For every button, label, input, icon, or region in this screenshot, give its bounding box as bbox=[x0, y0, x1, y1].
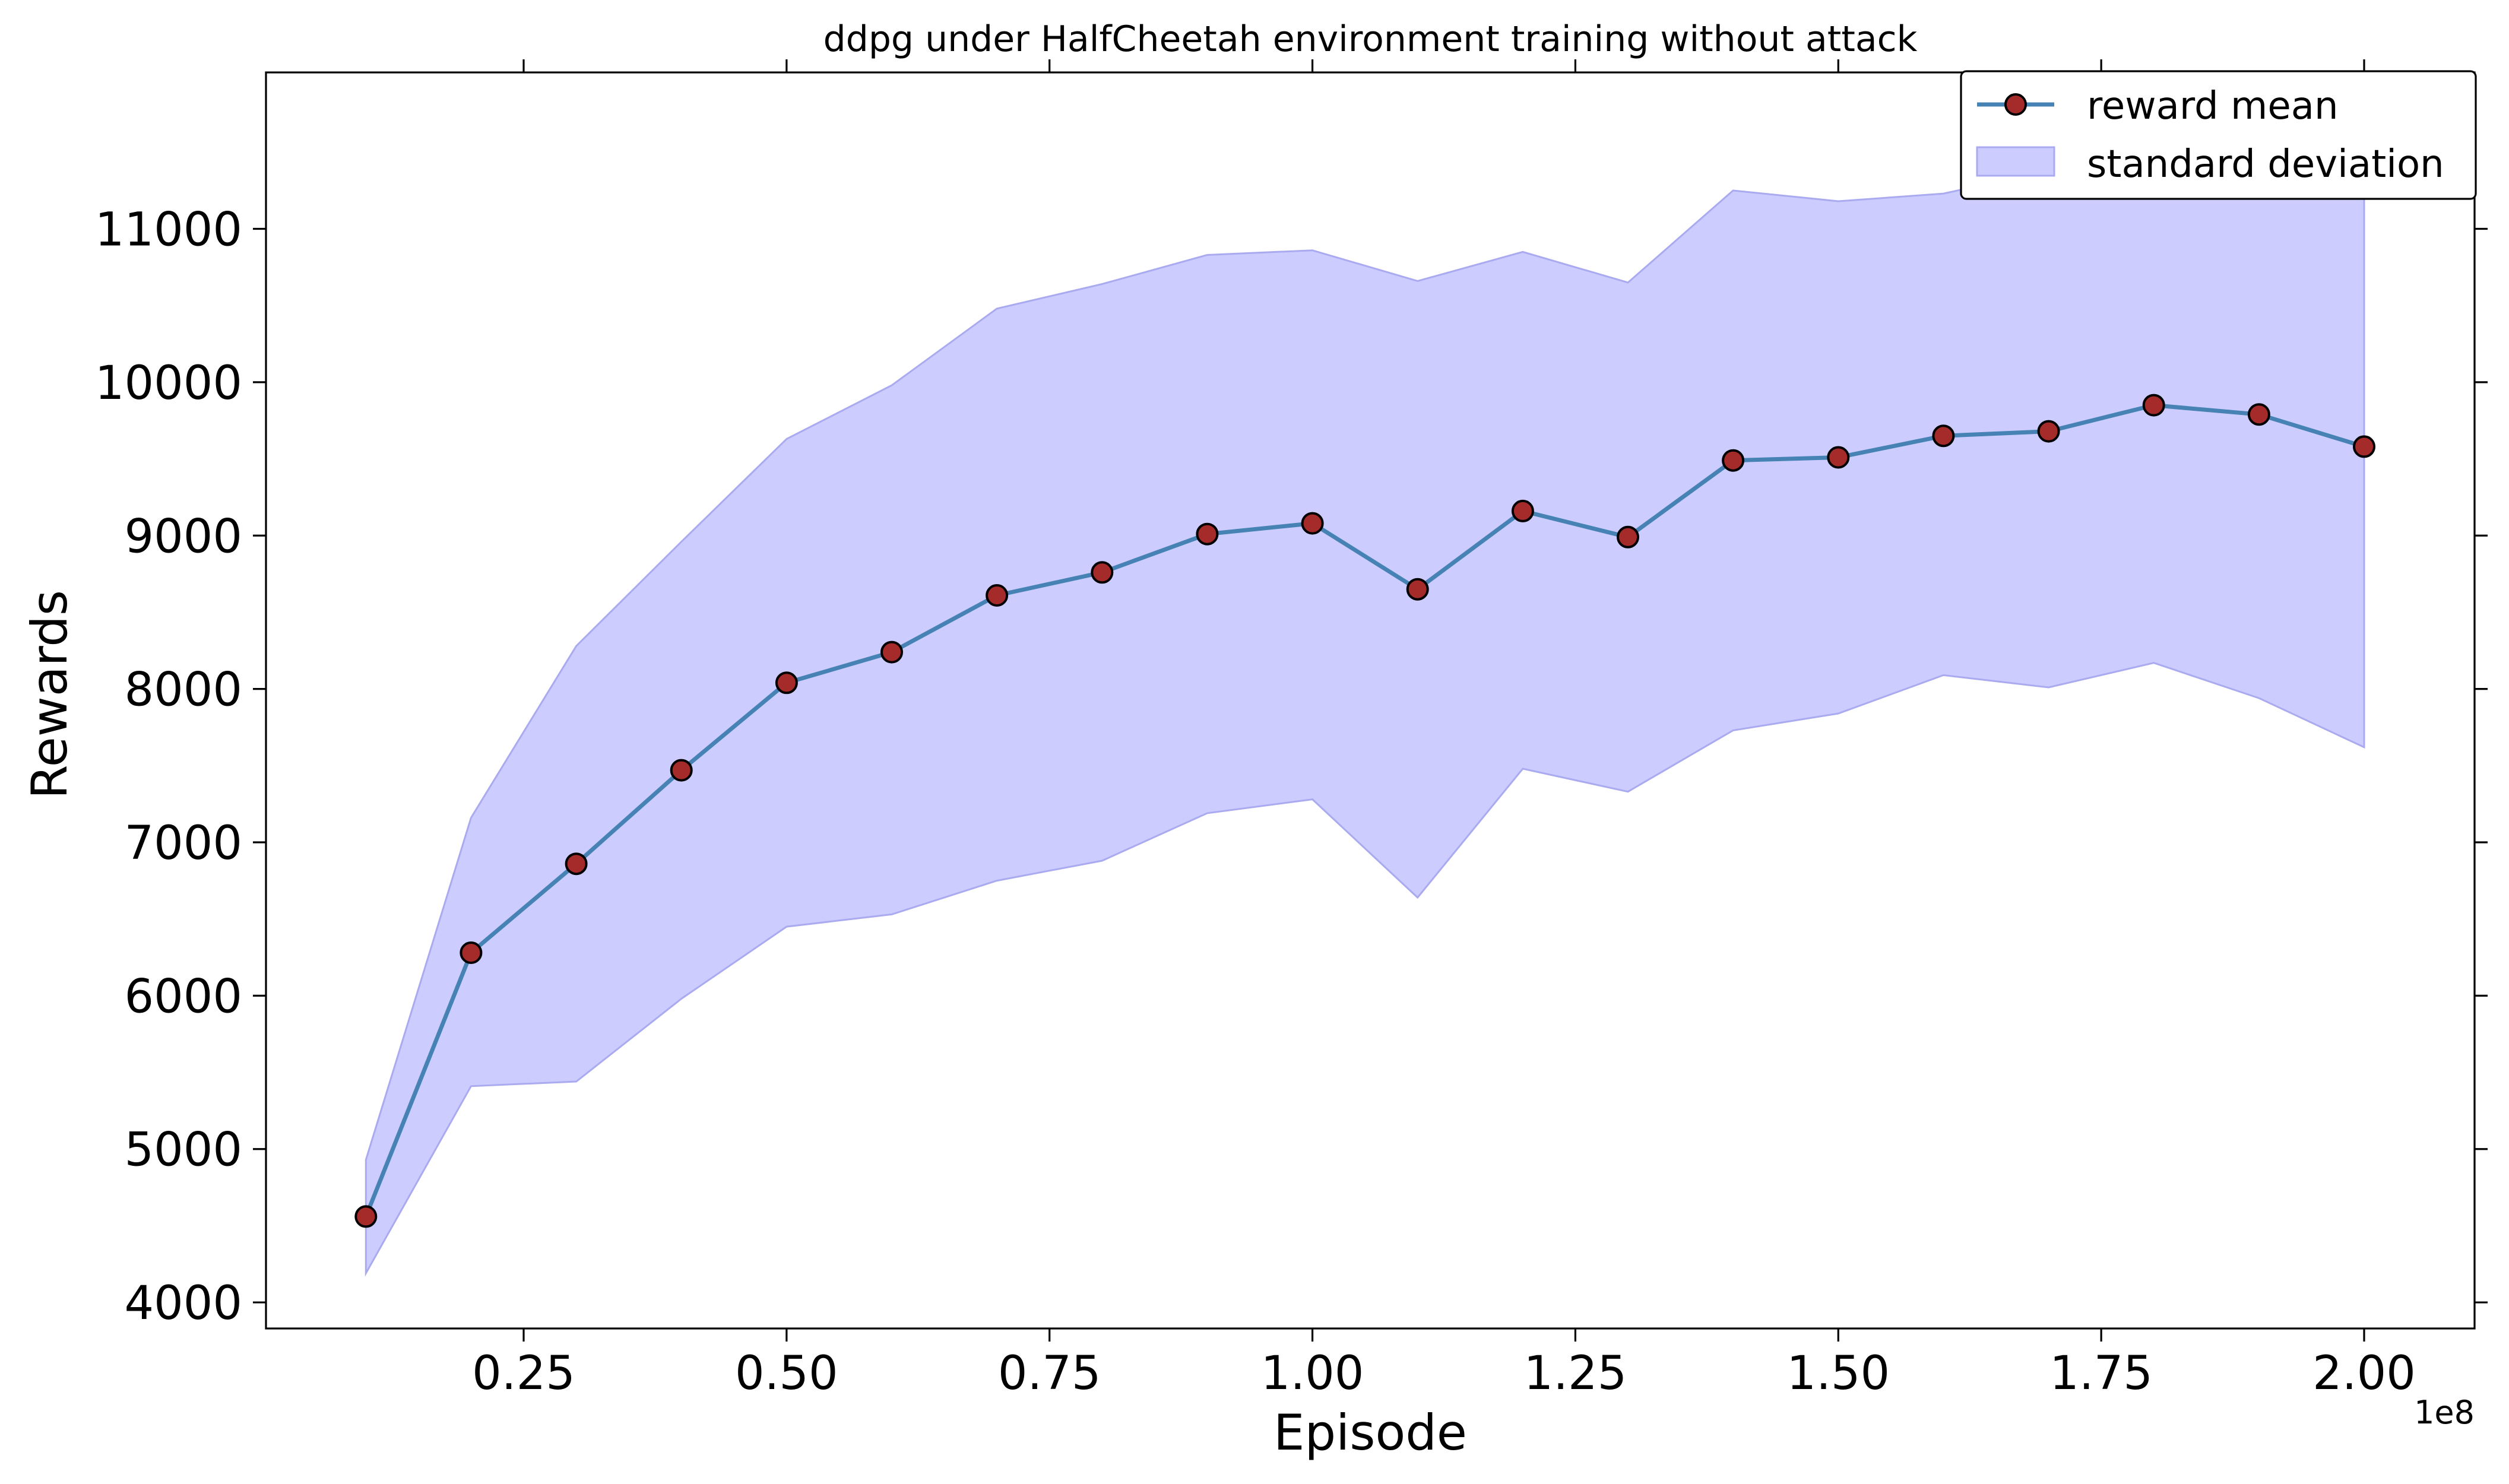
legend: reward mean standard deviation bbox=[1960, 70, 2477, 200]
y-tick-label: 8000 bbox=[124, 664, 242, 717]
y-tick-label: 11000 bbox=[95, 204, 242, 257]
reward-mean-marker bbox=[2142, 394, 2165, 417]
reward-mean-marker bbox=[460, 941, 483, 964]
x-tick-label: 1.25 bbox=[1524, 1347, 1627, 1400]
reward-mean-marker bbox=[1196, 522, 1219, 546]
reward-mean-marker bbox=[1301, 512, 1324, 535]
x-axis-label: Episode bbox=[1273, 1404, 1467, 1461]
y-tick-label: 10000 bbox=[95, 357, 242, 410]
reward-mean-marker bbox=[565, 852, 588, 876]
reward-mean-marker bbox=[2037, 420, 2060, 443]
x-tick-label: 1.00 bbox=[1261, 1347, 1364, 1400]
reward-mean-marker bbox=[1617, 525, 1639, 548]
reward-mean-marker bbox=[670, 759, 693, 782]
reward-mean-marker bbox=[1932, 424, 1955, 448]
reward-mean-marker bbox=[1406, 578, 1429, 601]
reward-mean-marker bbox=[775, 671, 798, 695]
reward-mean-marker bbox=[880, 640, 903, 664]
y-axis-label: Rewards bbox=[21, 590, 78, 799]
reward-mean-marker bbox=[2247, 403, 2270, 426]
y-tick-label: 9000 bbox=[124, 510, 242, 563]
reward-mean-marker bbox=[1511, 499, 1534, 522]
y-tick-label: 6000 bbox=[124, 970, 242, 1023]
x-offset-label: 1e8 bbox=[2414, 1394, 2475, 1431]
legend-mean-marker-swatch bbox=[2004, 93, 2027, 116]
std-band bbox=[365, 131, 2365, 1277]
reward-mean-marker bbox=[354, 1205, 378, 1228]
y-tick-label: 4000 bbox=[124, 1277, 242, 1330]
legend-mean-label: reward mean bbox=[2087, 84, 2339, 128]
y-tick-label: 7000 bbox=[124, 817, 242, 870]
reward-mean-line bbox=[364, 403, 2365, 1217]
reward-mean-marker bbox=[1091, 561, 1114, 584]
legend-band-swatch bbox=[1976, 146, 2055, 177]
chart-title: ddpg under HalfCheetah environment train… bbox=[823, 18, 1918, 60]
x-tick-label: 0.50 bbox=[735, 1347, 838, 1400]
reward-mean-marker bbox=[2353, 435, 2375, 458]
reward-mean-marker bbox=[1722, 449, 1745, 472]
reward-mean-marker bbox=[1827, 446, 1850, 469]
y-axis: 4000 5000 6000 7000 8000 9000 10000 11000 bbox=[95, 204, 2488, 1330]
x-tick-label: 0.25 bbox=[472, 1347, 575, 1400]
y-tick-label: 5000 bbox=[124, 1124, 242, 1177]
plot-frame bbox=[265, 71, 2476, 1330]
legend-box bbox=[1960, 70, 2477, 200]
marker-group bbox=[354, 394, 2375, 1228]
x-tick-label: 2.00 bbox=[2312, 1347, 2416, 1400]
x-tick-label: 0.75 bbox=[998, 1347, 1101, 1400]
x-axis: 0.25 0.50 0.75 1.00 1.25 1.50 1.75 2.00 bbox=[472, 59, 2416, 1400]
plot-area bbox=[354, 131, 2375, 1277]
x-tick-label: 1.50 bbox=[1786, 1347, 1890, 1400]
reward-mean-marker bbox=[986, 584, 1009, 607]
legend-band-label: standard deviation bbox=[2087, 142, 2444, 186]
x-tick-label: 1.75 bbox=[2049, 1347, 2153, 1400]
